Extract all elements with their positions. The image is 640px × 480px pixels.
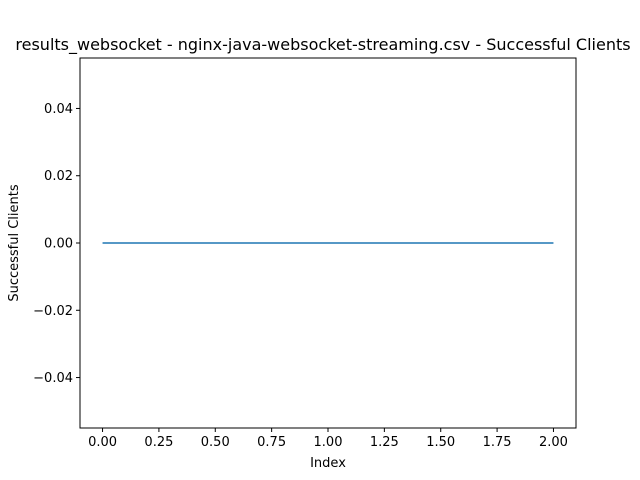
x-tick-label: 1.75 [483, 435, 512, 450]
y-tick-label: 0.02 [44, 169, 73, 184]
y-tick-label: −0.02 [33, 304, 73, 319]
x-tick-label: 1.50 [426, 435, 455, 450]
x-tick-label: 1.00 [314, 435, 343, 450]
x-axis-label: Index [310, 456, 346, 471]
y-tick-label: 0.00 [44, 237, 73, 252]
y-tick-label: 0.04 [44, 102, 73, 117]
y-tick-label: −0.04 [33, 371, 73, 386]
y-axis-label: Successful Clients [7, 184, 22, 302]
x-tick-label: 0.75 [257, 435, 286, 450]
x-tick-label: 0.00 [88, 435, 117, 450]
y-axis: −0.04 −0.02 0.00 0.02 0.04 [33, 102, 80, 386]
chart-title: results_websocket - nginx-java-websocket… [15, 35, 630, 55]
x-tick-label: 1.25 [370, 435, 399, 450]
plot-frame [79, 57, 577, 429]
x-tick-label: 2.00 [539, 435, 568, 450]
x-tick-label: 0.50 [201, 435, 230, 450]
x-tick-label: 0.25 [144, 435, 173, 450]
x-axis: 0.00 0.25 0.50 0.75 1.00 1.25 1.50 1.75 2.00 [88, 428, 568, 450]
